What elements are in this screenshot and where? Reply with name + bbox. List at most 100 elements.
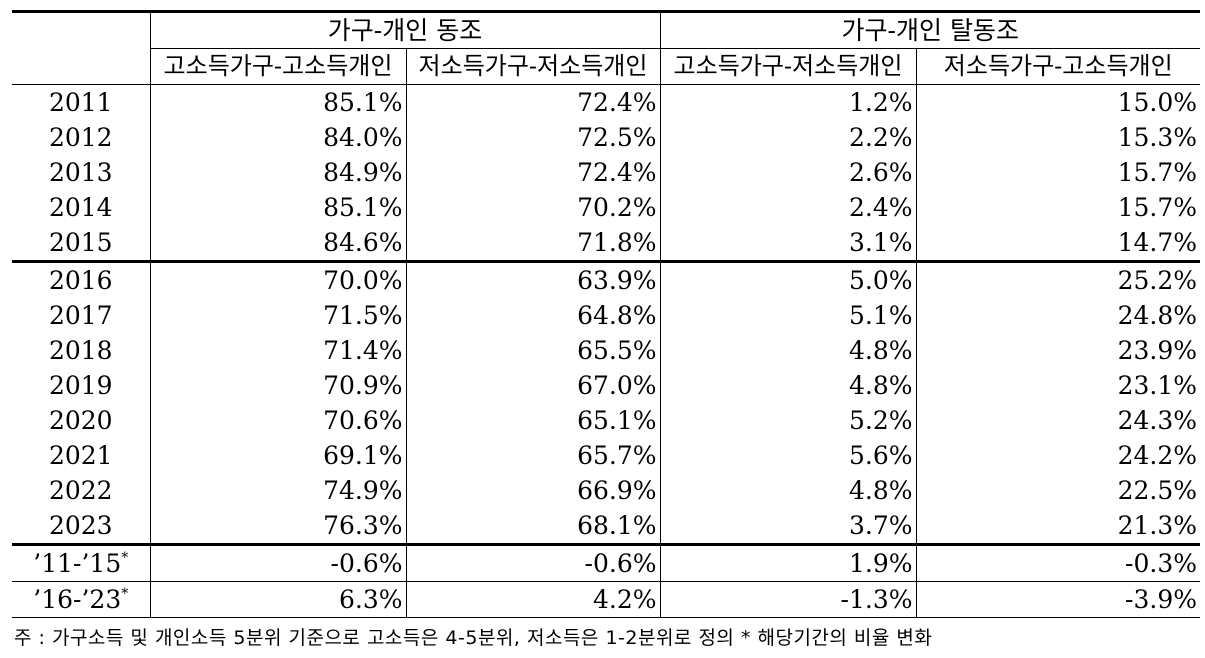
change-value-cell: -0.6% xyxy=(405,544,660,582)
period-label: ’11-’15 xyxy=(33,549,122,578)
change-value-cell: 4.2% xyxy=(405,581,660,618)
value-cell: 76.3% xyxy=(149,508,406,546)
value-cell: 5.0% xyxy=(659,261,916,298)
table-row: 2017 71.5% 64.8% 5.1% 24.8% xyxy=(12,298,1200,333)
change-value-cell: 6.3% xyxy=(149,581,406,618)
value-cell: 70.9% xyxy=(149,368,406,403)
change-row: ’16-’23* 6.3% 4.2% -1.3% -3.9% xyxy=(12,581,1200,618)
value-cell: 72.4% xyxy=(405,84,660,120)
year-cell: 2014 xyxy=(48,193,113,222)
period-cell: ’16-’23* xyxy=(12,581,150,618)
value-cell: 4.8% xyxy=(659,473,916,508)
year-cell: 2019 xyxy=(48,371,113,400)
year-cell: 2021 xyxy=(48,441,113,470)
year-cell: 2017 xyxy=(48,301,113,330)
income-coupling-table: 가구-개인 동조 가구-개인 탈동조 고소득가구-고소득개인 저소득가구-저소득… xyxy=(12,10,1200,618)
year-cell: 2016 xyxy=(48,266,113,295)
change-value-cell: -1.3% xyxy=(659,581,916,618)
value-cell: 70.2% xyxy=(405,190,660,225)
value-cell: 4.8% xyxy=(659,368,916,403)
change-value-cell: -0.3% xyxy=(915,544,1200,582)
period-label: ’16-’23 xyxy=(33,585,122,614)
value-cell: 64.8% xyxy=(405,298,660,333)
table-row: 2020 70.6% 65.1% 5.2% 24.3% xyxy=(12,403,1200,438)
table-row: 2011 85.1% 72.4% 1.2% 15.0% xyxy=(12,84,1200,120)
change-row: ’11-’15* -0.6% -0.6% 1.9% -0.3% xyxy=(12,544,1200,582)
change-value-cell: -0.6% xyxy=(149,544,406,582)
value-cell: 71.5% xyxy=(149,298,406,333)
value-cell: 15.3% xyxy=(915,120,1200,155)
value-cell: 72.5% xyxy=(405,120,660,155)
value-cell: 2.4% xyxy=(659,190,916,225)
value-cell: 63.9% xyxy=(405,261,660,298)
col-header-low-low: 저소득가구-저소득개인 xyxy=(405,48,660,85)
year-cell: 2020 xyxy=(48,406,113,435)
value-cell: 72.4% xyxy=(405,155,660,190)
table-row: 2022 74.9% 66.9% 4.8% 22.5% xyxy=(12,473,1200,508)
value-cell: 71.8% xyxy=(405,225,660,263)
value-cell: 70.0% xyxy=(149,261,406,298)
footnote: 주 : 가구소득 및 개인소득 5분위 기준으로 고소득은 4-5분위, 저소득… xyxy=(14,627,933,649)
col-header-low-high: 저소득가구-고소득개인 xyxy=(915,48,1200,85)
value-cell: 70.6% xyxy=(149,403,406,438)
table-row: 2021 69.1% 65.7% 5.6% 24.2% xyxy=(12,438,1200,473)
value-cell: 65.1% xyxy=(405,403,660,438)
value-cell: 24.3% xyxy=(915,403,1200,438)
year-cell: 2018 xyxy=(48,336,113,365)
value-cell: 22.5% xyxy=(915,473,1200,508)
year-cell: 2012 xyxy=(48,123,113,152)
corner-cell xyxy=(12,10,150,85)
table-row: 2019 70.9% 67.0% 4.8% 23.1% xyxy=(12,368,1200,403)
value-cell: 14.7% xyxy=(915,225,1200,263)
value-cell: 5.1% xyxy=(659,298,916,333)
value-cell: 2.2% xyxy=(659,120,916,155)
value-cell: 2.6% xyxy=(659,155,916,190)
value-cell: 69.1% xyxy=(149,438,406,473)
value-cell: 5.6% xyxy=(659,438,916,473)
table-row: 2012 84.0% 72.5% 2.2% 15.3% xyxy=(12,120,1200,155)
group-header-coupled: 가구-개인 동조 xyxy=(149,10,660,49)
period-cell: ’11-’15* xyxy=(12,544,150,582)
table-row: 2023 76.3% 68.1% 3.7% 21.3% xyxy=(12,508,1200,546)
value-cell: 15.7% xyxy=(915,190,1200,225)
value-cell: 85.1% xyxy=(149,84,406,120)
value-cell: 74.9% xyxy=(149,473,406,508)
value-cell: 24.8% xyxy=(915,298,1200,333)
value-cell: 3.7% xyxy=(659,508,916,546)
table-row: 2018 71.4% 65.5% 4.8% 23.9% xyxy=(12,333,1200,368)
value-cell: 71.4% xyxy=(149,333,406,368)
footnote-mark: * xyxy=(121,586,129,602)
year-cell: 2015 xyxy=(12,225,150,263)
value-cell: 85.1% xyxy=(149,190,406,225)
value-cell: 84.0% xyxy=(149,120,406,155)
change-value-cell: -3.9% xyxy=(915,581,1200,618)
footnote-mark: * xyxy=(121,550,129,566)
value-cell: 68.1% xyxy=(405,508,660,546)
year-cell: 2022 xyxy=(48,476,113,505)
value-cell: 15.0% xyxy=(915,84,1200,120)
value-cell: 65.5% xyxy=(405,333,660,368)
value-cell: 4.8% xyxy=(659,333,916,368)
value-cell: 84.6% xyxy=(149,225,406,263)
col-header-high-low: 고소득가구-저소득개인 xyxy=(659,48,916,85)
value-cell: 1.2% xyxy=(659,84,916,120)
year-cell: 2023 xyxy=(12,508,150,546)
year-cell: 2013 xyxy=(48,158,113,187)
group-header-decoupled: 가구-개인 탈동조 xyxy=(659,10,1200,49)
value-cell: 24.2% xyxy=(915,438,1200,473)
table-row: 2014 85.1% 70.2% 2.4% 15.7% xyxy=(12,190,1200,225)
col-header-high-high: 고소득가구-고소득개인 xyxy=(149,48,406,85)
value-cell: 23.1% xyxy=(915,368,1200,403)
change-value-cell: 1.9% xyxy=(659,544,916,582)
table-row: 2015 84.6% 71.8% 3.1% 14.7% xyxy=(12,225,1200,263)
table-row: 2013 84.9% 72.4% 2.6% 15.7% xyxy=(12,155,1200,190)
value-cell: 25.2% xyxy=(915,261,1200,298)
value-cell: 5.2% xyxy=(659,403,916,438)
value-cell: 3.1% xyxy=(659,225,916,263)
value-cell: 23.9% xyxy=(915,333,1200,368)
value-cell: 65.7% xyxy=(405,438,660,473)
year-cell: 2011 xyxy=(48,88,113,117)
value-cell: 84.9% xyxy=(149,155,406,190)
value-cell: 67.0% xyxy=(405,368,660,403)
table-row: 2016 70.0% 63.9% 5.0% 25.2% xyxy=(12,261,1200,298)
